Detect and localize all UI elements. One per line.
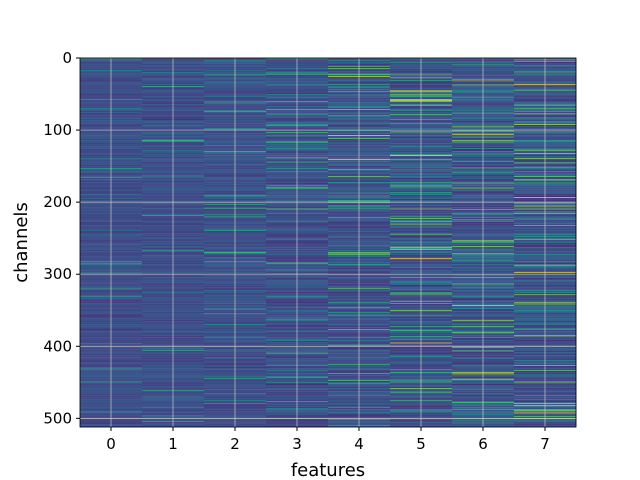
y-tick-label: 200	[43, 193, 72, 211]
y-tick-label: 0	[62, 49, 72, 67]
x-axis-ticks: 0 1 2 3 4 5 6 7	[106, 427, 550, 453]
x-tick-label: 6	[478, 435, 488, 453]
y-tick-label: 400	[43, 337, 72, 355]
y-tick-label: 500	[43, 409, 72, 427]
x-tick-label: 2	[230, 435, 240, 453]
x-tick-label: 5	[416, 435, 426, 453]
x-tick-label: 1	[168, 435, 178, 453]
x-tick-label: 4	[354, 435, 364, 453]
heatmap-cells	[80, 58, 577, 428]
y-tick-label: 100	[43, 121, 72, 139]
grid-lines	[80, 57, 576, 427]
x-tick-label: 3	[292, 435, 302, 453]
y-tick-label: 300	[43, 265, 72, 283]
x-tick-label: 0	[106, 435, 116, 453]
plot-frame	[79, 57, 577, 428]
x-axis-label: features	[291, 460, 365, 480]
y-axis-ticks: 0 100 200 300 400 500	[43, 49, 80, 427]
y-axis-label: channels	[11, 202, 32, 283]
x-tick-label: 7	[540, 435, 550, 453]
